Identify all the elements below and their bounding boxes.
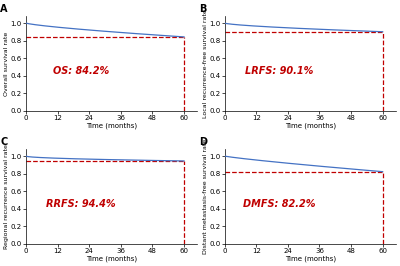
Text: OS: 84.2%: OS: 84.2%: [53, 66, 109, 76]
Text: B: B: [199, 4, 206, 14]
Text: A: A: [0, 4, 8, 14]
Text: DMFS: 82.2%: DMFS: 82.2%: [243, 199, 316, 209]
Text: D: D: [199, 137, 207, 147]
X-axis label: Time (months): Time (months): [285, 255, 336, 262]
X-axis label: Time (months): Time (months): [285, 122, 336, 129]
Text: RRFS: 94.4%: RRFS: 94.4%: [46, 199, 116, 209]
X-axis label: Time (months): Time (months): [86, 122, 137, 129]
X-axis label: Time (months): Time (months): [86, 255, 137, 262]
Y-axis label: Local recurrence-free survival rate: Local recurrence-free survival rate: [203, 9, 208, 118]
Y-axis label: Regional recurrence survival rate: Regional recurrence survival rate: [4, 144, 9, 249]
Y-axis label: Overall survival rate: Overall survival rate: [4, 31, 9, 95]
Y-axis label: Distant metastasis-free survival rate: Distant metastasis-free survival rate: [203, 139, 208, 254]
Text: C: C: [0, 137, 8, 147]
Text: LRFS: 90.1%: LRFS: 90.1%: [245, 66, 314, 76]
